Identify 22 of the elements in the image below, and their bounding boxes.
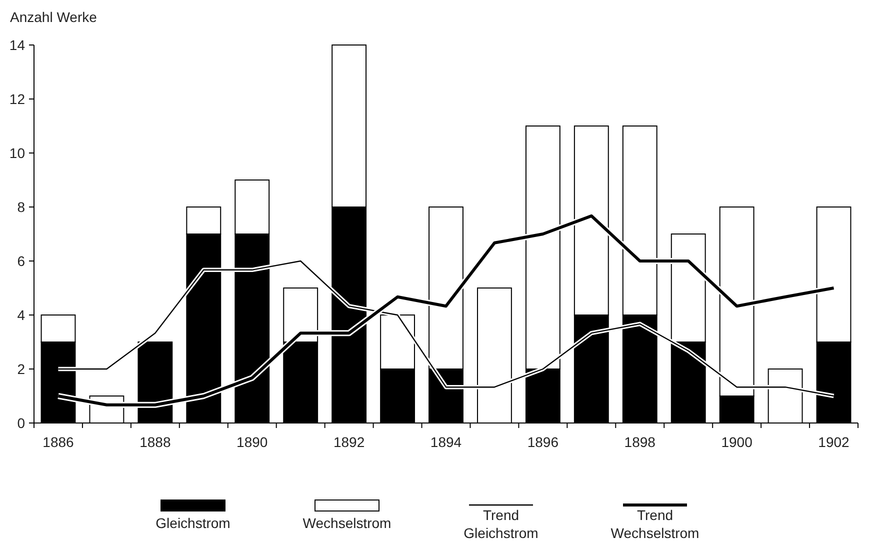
y-tick-label: 12 [9,90,26,107]
x-tick-label: 1892 [333,434,365,450]
x-tick-label: 1896 [527,434,559,450]
x-tick-label: 1902 [818,434,850,450]
x-tick-label: 1888 [140,434,171,450]
y-tick-label: 10 [9,144,26,161]
y-tick-label: 14 [9,36,26,53]
y-tick-label: 8 [17,198,26,215]
x-tick-label: 1900 [721,434,753,450]
x-tick-label: 1894 [430,434,462,450]
y-tick-label: 6 [17,252,26,269]
legend-label: Trend Wechselstrom [610,507,700,541]
y-axis-title: Anzahl Werke [10,9,98,25]
y-tick-label: 0 [17,414,26,431]
y-tick-label: 4 [17,306,26,323]
legend-label: Wechselstrom [302,515,392,531]
legend-label: Trend Gleichstrom [464,507,538,541]
x-tick-label: 1890 [236,434,268,450]
y-tick-label: 2 [17,360,26,377]
x-tick-label: 1898 [624,434,656,450]
x-tick-label: 1886 [42,434,74,450]
legend-label: Gleichstrom [156,515,230,531]
